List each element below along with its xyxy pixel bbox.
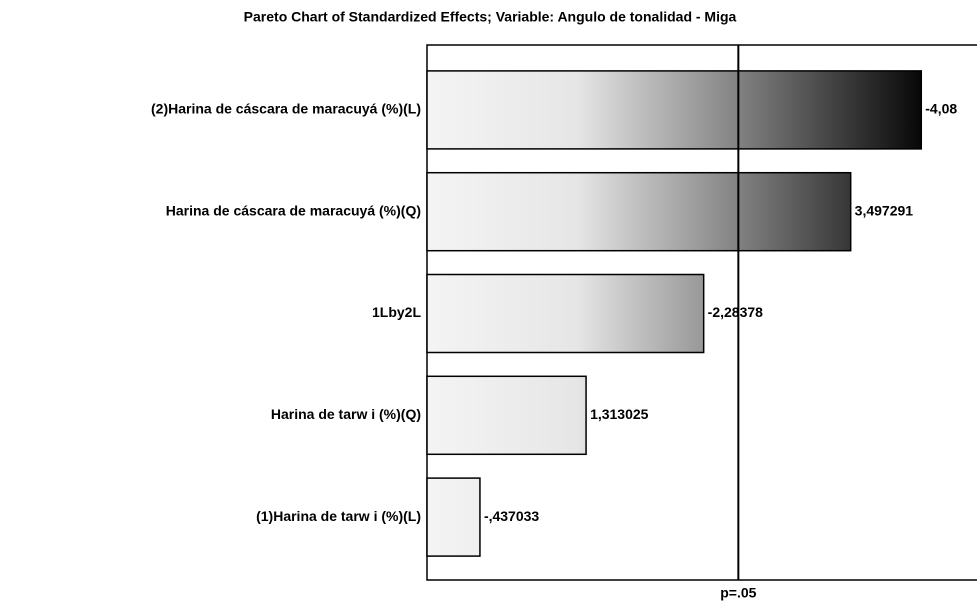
value-label: -2,28378 bbox=[708, 304, 763, 320]
bar bbox=[426, 477, 481, 557]
value-label: -4,08 bbox=[925, 101, 957, 117]
value-label: 3,497291 bbox=[855, 202, 914, 218]
category-label: (2)Harina de cáscara de maracuyá (%)(L) bbox=[151, 101, 421, 117]
bar bbox=[426, 70, 923, 150]
value-label: 1,313025 bbox=[590, 406, 649, 422]
category-label: Harina de tarw i (%)(Q) bbox=[271, 406, 421, 422]
reference-label: p=.05 bbox=[720, 585, 756, 601]
bar bbox=[426, 375, 587, 456]
bar bbox=[426, 171, 852, 252]
category-label: (1)Harina de tarw i (%)(L) bbox=[256, 508, 421, 524]
bar bbox=[426, 273, 705, 354]
chart-title: Pareto Chart of Standardized Effects; Va… bbox=[244, 9, 737, 25]
value-label: -,437033 bbox=[484, 508, 539, 524]
category-label: Harina de cáscara de maracuyá (%)(Q) bbox=[166, 202, 421, 218]
category-label: 1Lby2L bbox=[372, 304, 421, 320]
